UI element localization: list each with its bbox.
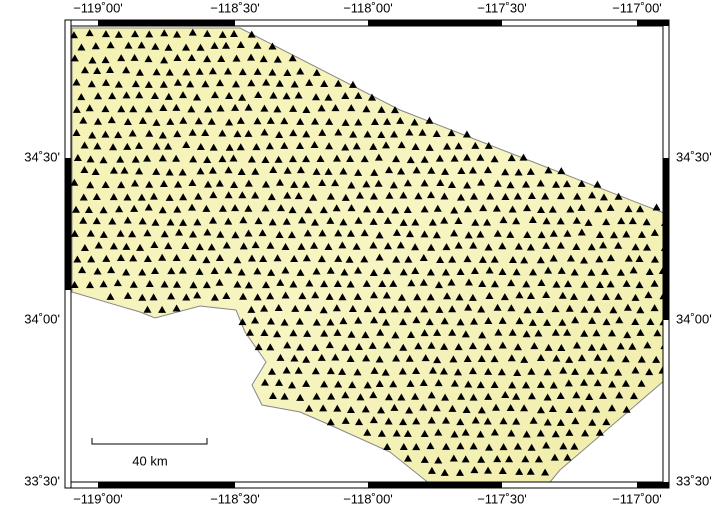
lat-tick-label: 34˚30' bbox=[676, 149, 712, 164]
lon-tick-label: −118˚00' bbox=[343, 491, 393, 506]
lon-tick-label: −118˚30' bbox=[210, 0, 260, 15]
lon-tick-label: −117˚00' bbox=[612, 0, 662, 15]
lat-tick-label: 34˚30' bbox=[24, 149, 60, 164]
lon-tick-label: −117˚00' bbox=[612, 491, 662, 506]
lat-tick-label: 33˚30' bbox=[24, 473, 60, 488]
lon-tick-label: −117˚30' bbox=[477, 0, 527, 15]
lon-tick-label: −119˚00' bbox=[73, 0, 123, 15]
lat-tick-label: 33˚30' bbox=[676, 473, 712, 488]
lon-tick-label: −119˚00' bbox=[73, 491, 123, 506]
map: 40 km −119˚00' −119˚00' −118˚30' −118˚30' −1… bbox=[0, 0, 724, 519]
lon-tick-label: −118˚30' bbox=[210, 491, 260, 506]
lon-tick-label: −117˚30' bbox=[477, 491, 527, 506]
lat-tick-label: 34˚00' bbox=[676, 311, 712, 326]
lon-tick-label: −118˚00' bbox=[343, 0, 393, 15]
lat-tick-label: 34˚00' bbox=[24, 311, 60, 326]
scale-label: 40 km bbox=[132, 453, 167, 468]
